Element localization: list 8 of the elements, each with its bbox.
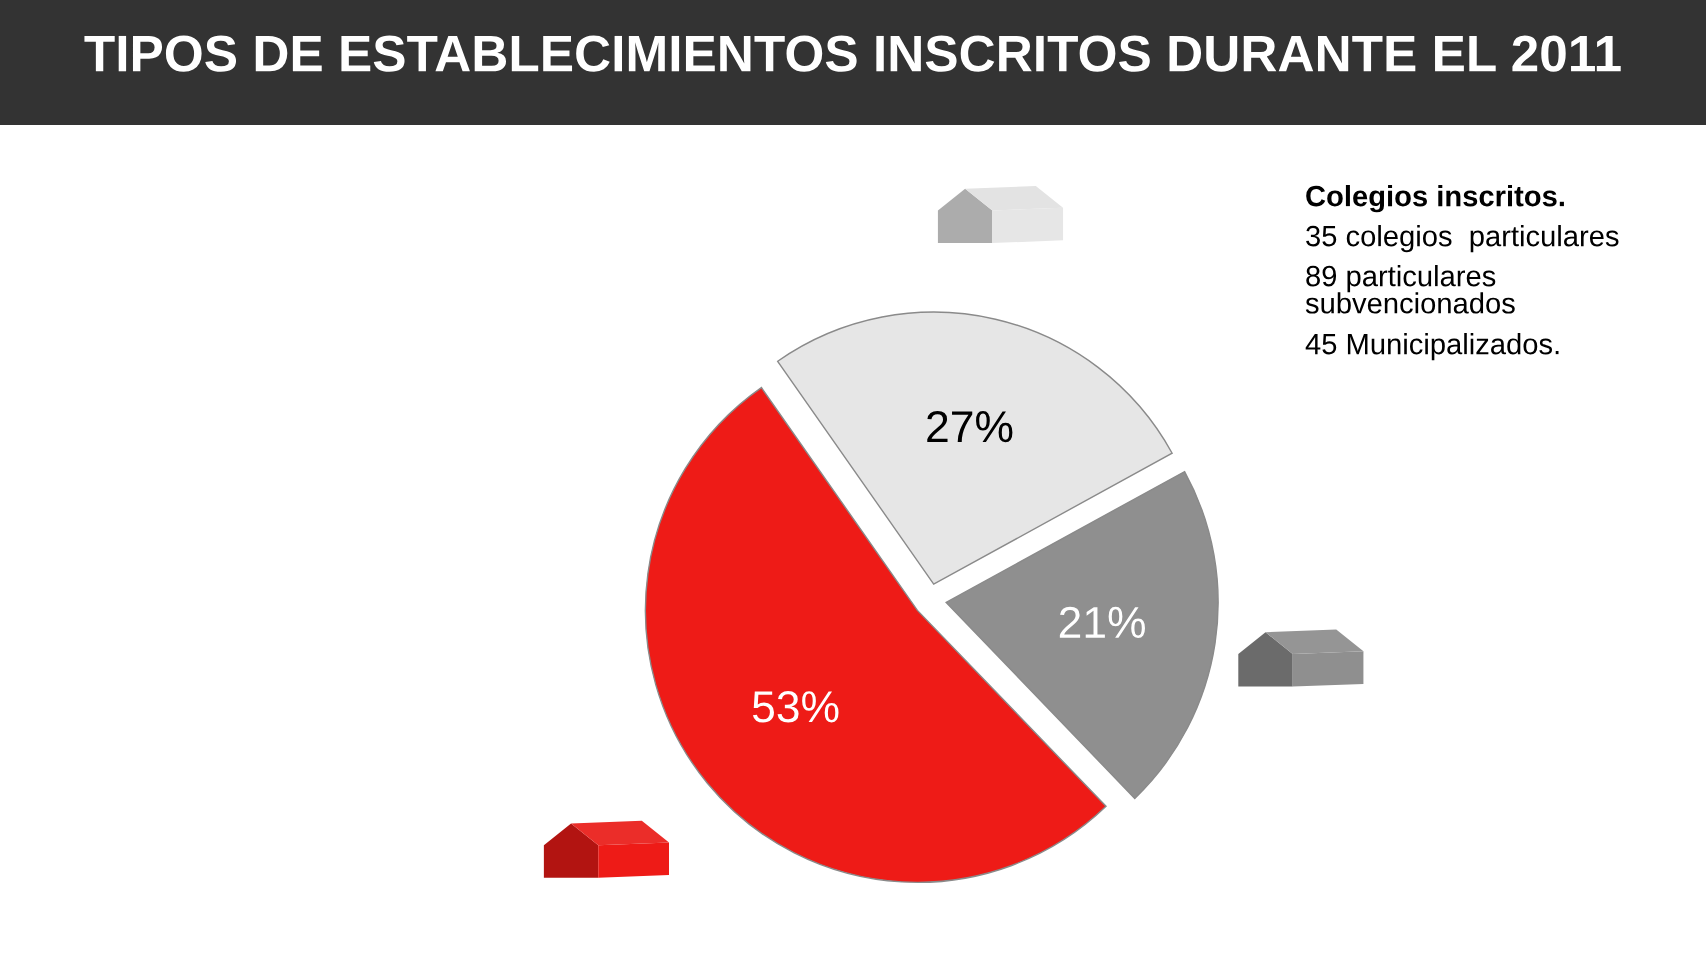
data-label: 21% [1059,606,1145,638]
chart-title: TIPOS DE ESTABLECIMIENTOS INSCRITOS DURANTE EL 2011 [84,35,1621,72]
data-label: 27% [927,410,1013,443]
data-label: 53% [752,691,839,723]
text: 35 colegios particulares [1306,225,1619,253]
text: 45 Municipalizados. [1305,333,1559,361]
text: Colegios inscritos. [1306,185,1564,213]
text: 89 particulares subvencionados [1305,265,1515,314]
